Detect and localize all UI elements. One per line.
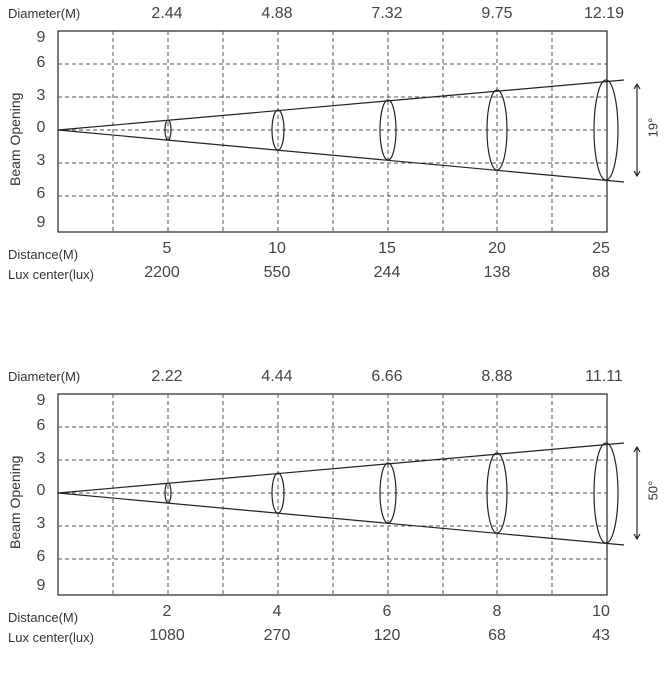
lux-value: 550	[263, 264, 291, 281]
lux-value: 2200	[144, 264, 180, 281]
beam-chart-1: Diameter(M) 2.44 4.88 7.32 9.75 12.19 9 …	[0, 0, 665, 326]
diameter-value: 2.22	[151, 368, 183, 385]
lux-value: 138	[483, 264, 511, 281]
lux-label: Lux center(lux)	[8, 267, 94, 282]
y-tick: 9	[36, 214, 46, 231]
diameter-value: 4.88	[261, 5, 293, 22]
y-tick: 9	[36, 392, 46, 409]
diameter-value: 6.66	[371, 368, 403, 385]
beam-plot	[57, 393, 641, 596]
distance-value: 6	[382, 603, 392, 620]
distance-label: Distance(M)	[8, 610, 79, 625]
distance-value: 10	[592, 603, 610, 620]
beam-angle: 50°	[645, 480, 661, 501]
diameter-value: 7.32	[371, 5, 403, 22]
lux-value: 43	[592, 627, 610, 644]
y-tick: 3	[36, 515, 46, 532]
distance-value: 4	[272, 603, 282, 620]
distance-value: 2	[162, 603, 172, 620]
y-tick: 9	[36, 29, 46, 46]
lux-value: 270	[263, 627, 291, 644]
lux-value: 68	[488, 627, 506, 644]
distance-label: Distance(M)	[8, 247, 79, 262]
distance-value: 10	[268, 240, 286, 257]
lux-label: Lux center(lux)	[8, 630, 94, 645]
diameter-label: Diameter(M)	[8, 369, 81, 384]
diameter-label: Diameter(M)	[8, 6, 81, 21]
y-tick: 3	[36, 152, 46, 169]
y-tick: 6	[36, 417, 46, 434]
y-tick: 3	[36, 87, 46, 104]
diameter-value: 12.19	[583, 5, 625, 22]
lux-value: 244	[373, 264, 401, 281]
diameter-value: 8.88	[481, 368, 513, 385]
y-tick: 6	[36, 548, 46, 565]
y-tick: 0	[36, 482, 46, 499]
diameter-value: 2.44	[151, 5, 183, 22]
distance-value: 5	[162, 240, 172, 257]
distance-value: 25	[592, 240, 610, 257]
beam-chart-2: Diameter(M) 2.22 4.44 6.66 8.88 11.11 9 …	[0, 363, 665, 689]
distance-value: 15	[378, 240, 396, 257]
lux-value: 1080	[149, 627, 185, 644]
beam-angle: 19°	[645, 117, 661, 138]
distance-value: 8	[492, 603, 502, 620]
y-tick: 9	[36, 577, 46, 594]
distance-value: 20	[488, 240, 506, 257]
diameter-value: 11.11	[585, 368, 623, 385]
lux-value: 88	[592, 264, 610, 281]
beam-plot	[57, 30, 641, 233]
y-tick: 3	[36, 450, 46, 467]
y-tick: 6	[36, 54, 46, 71]
diameter-value: 4.44	[261, 368, 293, 385]
lux-value: 120	[373, 627, 401, 644]
diameter-value: 9.75	[481, 5, 513, 22]
y-tick: 0	[36, 119, 46, 136]
y-tick: 6	[36, 185, 46, 202]
